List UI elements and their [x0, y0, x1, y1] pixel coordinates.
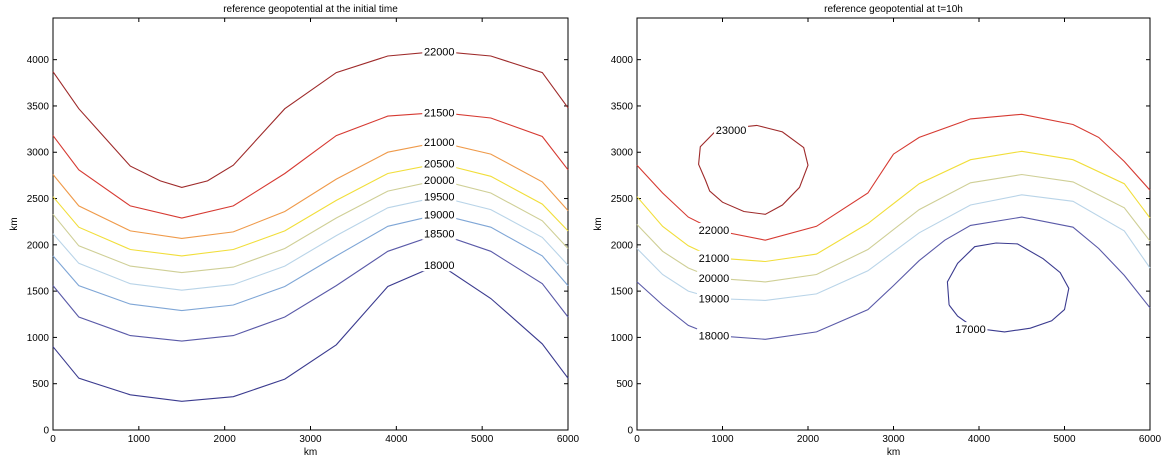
x-tick-label: 2000: [214, 434, 237, 445]
contour-line-18500: [52, 233, 569, 342]
contour-line-20000: [52, 179, 569, 274]
y-tick-label: 1500: [611, 287, 634, 298]
x-axis-label: km: [887, 447, 900, 458]
contour-line-20500: [52, 162, 569, 257]
y-tick-label: 1000: [27, 333, 50, 344]
x-tick-label: 6000: [557, 434, 580, 445]
contour-label-bg: [422, 226, 457, 240]
y-tick-label: 2000: [27, 240, 50, 251]
x-tick-label: 6000: [1139, 434, 1162, 445]
x-tick-label: 3000: [299, 434, 322, 445]
contour-label-20500: 20500: [424, 158, 455, 170]
plot-frame: [52, 17, 569, 431]
contour-line-21000: [52, 141, 569, 239]
contour-label-bg: [714, 123, 749, 137]
contour-line-21500: [52, 111, 569, 219]
x-tick-label: 1000: [128, 434, 151, 445]
contour-line-22000: [52, 50, 569, 188]
contour-line-19000: [636, 194, 1151, 301]
contour-label-bg: [422, 207, 457, 221]
y-tick-label: 2500: [611, 194, 634, 205]
contour-line-19500: [52, 196, 569, 291]
y-tick-label: 0: [43, 426, 49, 437]
y-tick-label: 3000: [611, 148, 634, 159]
x-tick-label: 0: [634, 434, 640, 445]
x-tick-label: 2000: [797, 434, 820, 445]
contour-label-bg: [953, 322, 988, 336]
contour-label-18000: 18000: [424, 260, 455, 272]
contour-label-bg: [696, 250, 731, 264]
y-axis-label: km: [9, 217, 20, 230]
contour-label-19000: 19000: [424, 209, 455, 221]
contour-label-21500: 21500: [424, 107, 455, 119]
y-tick-label: 2500: [27, 194, 50, 205]
contour-line-17000: [946, 242, 1070, 333]
x-tick-label: 5000: [1053, 434, 1076, 445]
contour-label-bg: [696, 328, 731, 342]
x-tick-label: 5000: [471, 434, 494, 445]
contour-line-22000: [636, 113, 1151, 241]
contour-label-22000: 22000: [424, 46, 455, 58]
x-tick-label: 1000: [711, 434, 734, 445]
contour-label-bg: [696, 223, 731, 237]
contour-line-23000: [698, 124, 809, 215]
contour-label-21000: 21000: [699, 253, 730, 265]
contour-label-bg: [422, 258, 457, 272]
contour-label-bg: [422, 189, 457, 203]
y-tick-label: 2000: [611, 240, 634, 251]
contour-label-20000: 20000: [699, 273, 730, 285]
contour-label-18500: 18500: [424, 229, 455, 241]
chart-title: reference geopotential at the initial ti…: [223, 4, 398, 15]
y-tick-label: 3000: [27, 148, 50, 159]
x-tick-label: 0: [50, 434, 56, 445]
y-tick-label: 3500: [27, 101, 50, 112]
contour-label-20000: 20000: [424, 175, 455, 187]
contour-line-18000: [52, 263, 569, 402]
chart-title: reference geopotential at t=10h: [824, 4, 963, 15]
y-tick-label: 4000: [611, 55, 634, 66]
contour-label-bg: [696, 271, 731, 285]
y-axis-label: km: [593, 217, 604, 230]
contour-label-bg: [422, 135, 457, 149]
y-tick-label: 500: [32, 379, 49, 390]
contour-panel-initial: reference geopotential at the initial ti…: [9, 4, 580, 458]
contour-label-22000: 22000: [699, 225, 730, 237]
contour-label-21000: 21000: [424, 137, 455, 149]
x-tick-label: 4000: [968, 434, 991, 445]
y-tick-label: 500: [616, 379, 633, 390]
x-tick-label: 3000: [882, 434, 905, 445]
contour-line-20000: [636, 173, 1151, 283]
y-tick-label: 1000: [611, 333, 634, 344]
contour-label-bg: [422, 173, 457, 187]
contour-label-23000: 23000: [716, 125, 747, 137]
contour-label-bg: [422, 105, 457, 119]
x-axis-label: km: [304, 447, 317, 458]
y-tick-label: 1500: [27, 287, 50, 298]
contour-label-18000: 18000: [699, 331, 730, 343]
contour-label-bg: [422, 44, 457, 58]
contour-panel-10h: reference geopotential at t=10h 0 1000 2000…: [593, 4, 1162, 458]
y-tick-label: 4000: [27, 55, 50, 66]
contour-label-bg: [696, 291, 731, 305]
x-tick-label: 4000: [385, 434, 408, 445]
contour-label-19500: 19500: [424, 192, 455, 204]
contour-label-17000: 17000: [955, 324, 986, 336]
contour-line-19000: [52, 213, 569, 312]
contour-line-21000: [636, 150, 1151, 263]
contour-label-bg: [422, 156, 457, 170]
y-tick-label: 3500: [611, 101, 634, 112]
y-tick-label: 0: [627, 426, 633, 437]
contour-label-19000: 19000: [699, 294, 730, 306]
